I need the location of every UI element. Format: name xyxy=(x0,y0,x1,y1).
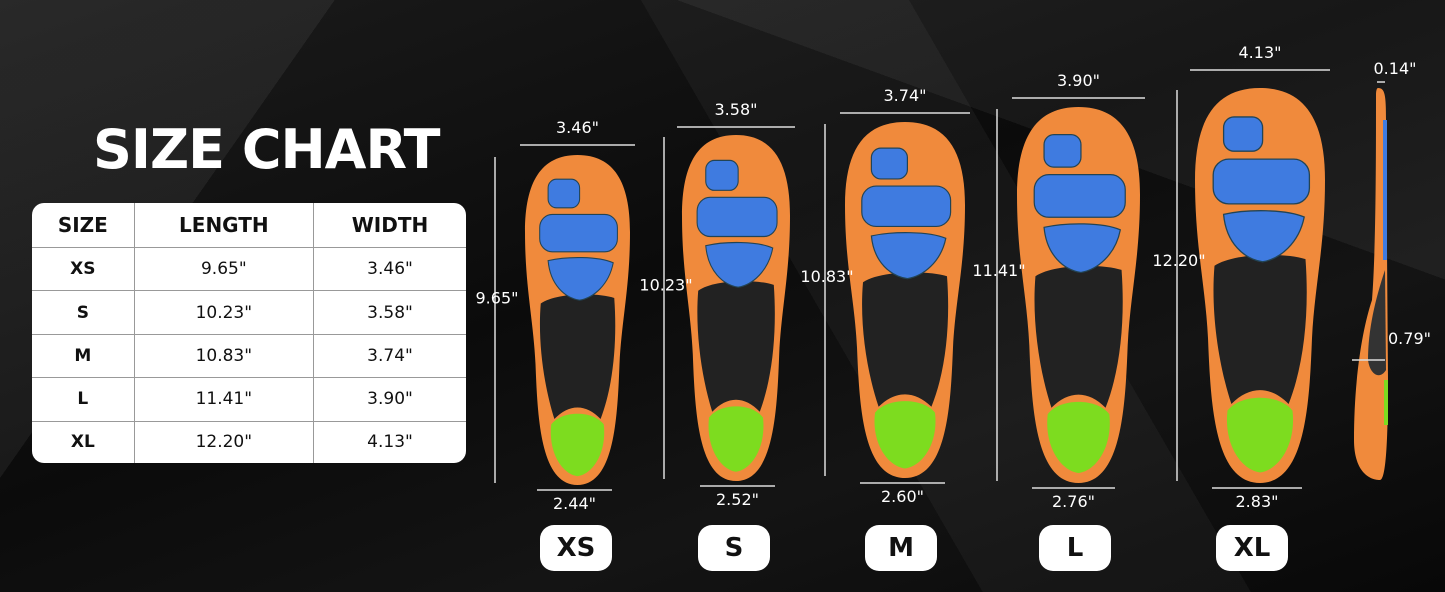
side-blue-pad xyxy=(1383,120,1387,260)
toe-pad xyxy=(1043,133,1082,168)
length-label: 10.83" xyxy=(800,267,853,286)
cell-width: 3.74" xyxy=(313,335,466,379)
toe-thickness-label: 0.14" xyxy=(1374,59,1417,78)
arch-height-label: 0.79" xyxy=(1388,329,1431,348)
length-label: 10.23" xyxy=(639,276,692,295)
length-label: 9.65" xyxy=(476,289,519,308)
width-label: 3.46" xyxy=(556,118,599,137)
insole-side-view xyxy=(1354,88,1388,480)
cell-width: 3.90" xyxy=(313,378,466,422)
side-heel xyxy=(1384,380,1388,425)
cell-size: M xyxy=(32,334,135,379)
header-length: LENGTH xyxy=(134,203,314,248)
heel-width-label: 2.76" xyxy=(1052,492,1095,511)
metatarsal-pad xyxy=(1043,223,1122,274)
heel-cushion xyxy=(1047,401,1110,473)
table-row: XS 9.65" 3.46" xyxy=(32,248,466,292)
length-label: 11.41" xyxy=(972,261,1025,280)
forefoot-pad xyxy=(1212,158,1311,205)
length-label: 12.20" xyxy=(1152,251,1205,270)
heel-cushion xyxy=(874,401,936,469)
metatarsal-pad xyxy=(1222,210,1305,263)
size-badge-xs: XS xyxy=(540,525,612,571)
table-row: S 10.23" 3.58" xyxy=(32,291,466,335)
size-badge-m: M xyxy=(865,525,937,571)
arch-support xyxy=(697,281,775,412)
forefoot-pad xyxy=(696,196,778,238)
cell-width: 3.58" xyxy=(313,291,466,335)
cell-width: 3.46" xyxy=(313,248,466,292)
cell-length: 11.41" xyxy=(134,378,314,422)
insole-xl xyxy=(1195,88,1325,483)
page-title: SIZE CHART xyxy=(93,118,440,181)
size-badge-xl: XL xyxy=(1216,525,1288,571)
cell-length: 9.65" xyxy=(134,248,314,292)
heel-cushion xyxy=(708,406,764,472)
heel-width-label: 2.60" xyxy=(881,487,924,506)
cell-length: 10.83" xyxy=(134,334,314,379)
cell-size: XL xyxy=(32,421,135,463)
table-row: M 10.83" 3.74" xyxy=(32,334,466,379)
forefoot-pad xyxy=(861,185,952,228)
metatarsal-pad xyxy=(870,232,947,280)
forefoot-pad xyxy=(539,213,618,253)
size-badge-l: L xyxy=(1039,525,1111,571)
heel-width-label: 2.44" xyxy=(553,494,596,513)
cell-length: 12.20" xyxy=(135,421,314,463)
toe-pad xyxy=(705,159,739,191)
width-label: 3.74" xyxy=(884,86,927,105)
insole-xs xyxy=(525,155,630,485)
side-arch xyxy=(1368,270,1386,376)
width-label: 4.13" xyxy=(1239,43,1282,62)
metatarsal-pad xyxy=(705,241,774,288)
arch-support xyxy=(1213,254,1307,404)
forefoot-pad xyxy=(1033,174,1126,218)
arch-support xyxy=(862,272,949,407)
cell-width: 4.13" xyxy=(367,432,413,453)
heel-width-label: 2.52" xyxy=(716,490,759,509)
heel-cushion xyxy=(550,413,605,477)
cell-size: L xyxy=(32,378,135,422)
metatarsal-pad xyxy=(547,256,614,301)
table-header-row: SIZE LENGTH WIDTH xyxy=(32,203,466,248)
heel-width-label: 2.83" xyxy=(1236,492,1279,511)
insole-l xyxy=(1017,107,1140,483)
toe-pad xyxy=(547,178,581,209)
cell-length: 10.23" xyxy=(134,291,314,335)
arch-support xyxy=(1034,265,1123,408)
arch-support xyxy=(539,294,616,419)
width-label: 3.58" xyxy=(715,100,758,119)
table-row: L 11.41" 3.90" xyxy=(32,378,466,422)
width-label: 3.90" xyxy=(1057,71,1100,90)
insole-m xyxy=(845,122,965,479)
header-size: SIZE xyxy=(32,203,135,248)
toe-pad xyxy=(870,147,909,180)
header-width: WIDTH xyxy=(313,203,466,248)
size-table: SIZE LENGTH WIDTH XS 9.65" 3.46" S 10.23" 3.… xyxy=(32,203,466,463)
insole-s xyxy=(682,135,790,481)
size-badge-s: S xyxy=(698,525,770,571)
cell-size: S xyxy=(32,291,135,335)
heel-cushion xyxy=(1226,397,1294,473)
table-row: XL 12.20" 4.13" xyxy=(32,421,466,463)
toe-pad xyxy=(1222,116,1264,152)
cell-size: XS xyxy=(32,248,135,292)
side-insole-base xyxy=(1354,88,1388,480)
